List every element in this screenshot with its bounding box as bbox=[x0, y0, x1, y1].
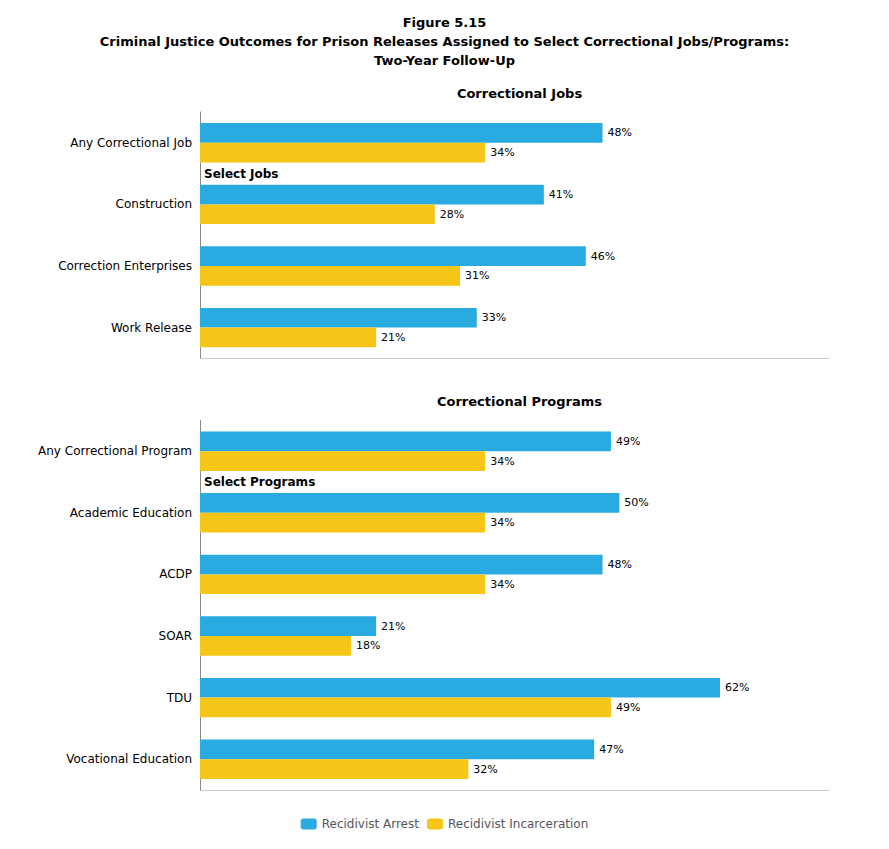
svg-text:Select Programs: Select Programs bbox=[204, 475, 315, 489]
svg-text:Criminal Justice Outcomes for: Criminal Justice Outcomes for Prison Rel… bbox=[100, 34, 789, 49]
svg-text:Correctional Programs: Correctional Programs bbox=[437, 394, 602, 409]
svg-text:31%: 31% bbox=[465, 269, 489, 282]
svg-text:Correctional Jobs: Correctional Jobs bbox=[457, 86, 583, 101]
svg-text:Two-Year Follow-Up: Two-Year Follow-Up bbox=[374, 53, 515, 68]
svg-text:33%: 33% bbox=[482, 311, 506, 324]
svg-text:47%: 47% bbox=[599, 743, 623, 756]
svg-text:18%: 18% bbox=[356, 639, 380, 652]
svg-text:34%: 34% bbox=[490, 455, 514, 468]
svg-text:32%: 32% bbox=[473, 763, 497, 776]
svg-text:21%: 21% bbox=[381, 331, 405, 344]
svg-text:62%: 62% bbox=[725, 681, 749, 694]
svg-text:34%: 34% bbox=[490, 578, 514, 591]
svg-text:Any Correctional Job: Any Correctional Job bbox=[70, 136, 192, 150]
svg-text:34%: 34% bbox=[490, 516, 514, 529]
svg-text:Academic Education: Academic Education bbox=[70, 506, 192, 520]
svg-text:Work Release: Work Release bbox=[111, 321, 192, 335]
svg-text:21%: 21% bbox=[381, 620, 405, 633]
svg-text:41%: 41% bbox=[549, 188, 573, 201]
svg-text:Vocational Education: Vocational Education bbox=[66, 752, 192, 766]
svg-text:Construction: Construction bbox=[116, 197, 192, 211]
svg-text:Recidivist Incarceration: Recidivist Incarceration bbox=[448, 817, 588, 831]
svg-text:Correction Enterprises: Correction Enterprises bbox=[58, 259, 192, 273]
svg-text:49%: 49% bbox=[616, 701, 640, 714]
svg-text:Recidivist Arrest: Recidivist Arrest bbox=[322, 817, 420, 831]
svg-text:49%: 49% bbox=[616, 435, 640, 448]
svg-text:ACDP: ACDP bbox=[159, 567, 192, 581]
svg-text:Figure 5.15: Figure 5.15 bbox=[403, 15, 487, 30]
svg-text:28%: 28% bbox=[440, 208, 464, 221]
svg-text:Any Correctional Program: Any Correctional Program bbox=[38, 444, 192, 458]
svg-text:TDU: TDU bbox=[166, 691, 192, 705]
svg-text:48%: 48% bbox=[608, 558, 632, 571]
svg-text:50%: 50% bbox=[624, 496, 648, 509]
svg-text:46%: 46% bbox=[591, 250, 615, 263]
svg-text:Select Jobs: Select Jobs bbox=[204, 167, 279, 181]
svg-text:34%: 34% bbox=[490, 146, 514, 159]
svg-text:48%: 48% bbox=[608, 126, 632, 139]
svg-text:SOAR: SOAR bbox=[159, 629, 192, 643]
